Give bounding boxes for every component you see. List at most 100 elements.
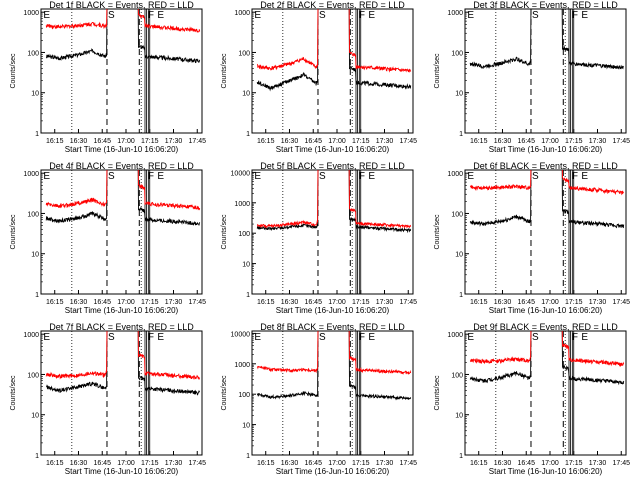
x-tick-label: 16:15: [470, 299, 488, 306]
panel-title: Det 6f BLACK = Events, RED = LLD: [473, 161, 618, 171]
y-tick-label: 10000: [231, 170, 251, 177]
lld-series-line: [256, 9, 412, 73]
series-group: [45, 170, 201, 226]
event-marker-s: S: [532, 10, 539, 21]
event-marker-f: F: [572, 10, 578, 21]
x-tick-label: 16:15: [257, 460, 275, 467]
event-marker-f: F: [148, 332, 154, 343]
series-group: [45, 331, 201, 396]
event-marker-f: F: [572, 171, 578, 182]
plot-frame: [464, 8, 627, 134]
events-series-line: [45, 331, 201, 396]
x-tick-label: 17:00: [328, 460, 346, 467]
events-series-line: [45, 170, 201, 226]
x-axis-label: Start Time (16-Jun-10 16:06:20): [276, 467, 390, 476]
x-tick-label: 17:30: [376, 460, 394, 467]
events-series-line: [256, 331, 412, 401]
y-axis-label: Counts/sec: [10, 375, 17, 411]
series-group: [45, 9, 201, 64]
x-tick-label: 17:30: [165, 460, 183, 467]
event-marker-e: E: [43, 332, 50, 343]
y-axis-label: Counts/sec: [10, 214, 17, 250]
x-tick-label: 17:45: [612, 460, 630, 467]
x-tick-label: 17:45: [399, 138, 417, 145]
x-tick-label: 16:15: [470, 138, 488, 145]
x-tick-label: 17:15: [352, 138, 370, 145]
x-tick-label: 16:30: [70, 138, 88, 145]
x-tick-label: 16:30: [70, 299, 88, 306]
x-tick-label: 17:30: [376, 138, 394, 145]
y-tick-label: 100: [238, 392, 250, 399]
x-tick-label: 17:30: [165, 138, 183, 145]
event-marker-e: E: [157, 10, 164, 21]
event-marker-e: E: [254, 332, 261, 343]
x-axis-label: Start Time (16-Jun-10 16:06:20): [65, 306, 179, 315]
x-tick-label: 16:30: [494, 138, 512, 145]
panel-title: Det 7f BLACK = Events, RED = LLD: [49, 322, 194, 332]
y-tick-label: 1000: [447, 10, 463, 17]
x-tick-label: 16:15: [46, 138, 64, 145]
detector-panel-8: Det 8f BLACK = Events, RED = LLD 1 10 100 10…: [221, 322, 417, 476]
event-marker-e: E: [467, 171, 474, 182]
event-marker-f: F: [148, 171, 154, 182]
y-tick-label: 10: [242, 423, 250, 430]
series-group: [256, 170, 412, 234]
x-tick-label: 17:45: [612, 138, 630, 145]
panel-title: Det 9f BLACK = Events, RED = LLD: [473, 322, 618, 332]
event-marker-f: F: [359, 171, 365, 182]
y-tick-label: 1: [459, 292, 463, 299]
event-marker-e: E: [581, 10, 588, 21]
plot-frame: [464, 330, 627, 456]
x-tick-label: 17:30: [165, 299, 183, 306]
y-tick-label: 100: [451, 211, 463, 218]
panel-title: Det 4f BLACK = Events, RED = LLD: [49, 161, 194, 171]
x-tick-label: 17:00: [328, 299, 346, 306]
y-tick-label: 100: [27, 372, 39, 379]
x-axis-label: Start Time (16-Jun-10 16:06:20): [489, 145, 603, 154]
detector-panel-5: Det 5f BLACK = Events, RED = LLD 1 10 100 10…: [221, 161, 417, 315]
lld-series-line: [469, 331, 625, 368]
detector-panel-9: Det 9f BLACK = Events, RED = LLD 1 10 100 10…: [434, 322, 630, 476]
y-tick-label: 1: [35, 131, 39, 138]
panel-title: Det 1f BLACK = Events, RED = LLD: [49, 0, 194, 10]
x-tick-label: 16:30: [281, 460, 299, 467]
event-marker-e: E: [43, 171, 50, 182]
x-tick-label: 17:00: [541, 138, 559, 145]
x-tick-label: 17:45: [188, 138, 206, 145]
y-axis-label: Counts/sec: [221, 214, 228, 250]
y-tick-label: 1: [35, 453, 39, 460]
y-tick-label: 1000: [447, 332, 463, 339]
panel-title: Det 5f BLACK = Events, RED = LLD: [260, 161, 405, 171]
panel-title: Det 3f BLACK = Events, RED = LLD: [473, 0, 618, 10]
y-tick-label: 1: [246, 131, 250, 138]
y-tick-label: 1000: [23, 171, 39, 178]
y-tick-label: 10: [455, 413, 463, 420]
x-tick-label: 16:30: [70, 460, 88, 467]
plot-frame: [40, 8, 203, 134]
event-marker-s: S: [108, 332, 115, 343]
x-tick-label: 16:45: [517, 460, 535, 467]
event-marker-f: F: [148, 10, 154, 21]
lld-series-line: [45, 170, 201, 211]
events-series-line: [256, 170, 412, 234]
y-tick-label: 10: [31, 413, 39, 420]
x-tick-label: 17:00: [117, 299, 135, 306]
x-axis-label: Start Time (16-Jun-10 16:06:20): [276, 306, 390, 315]
series-group: [469, 331, 625, 386]
y-tick-label: 1000: [447, 171, 463, 178]
x-tick-label: 17:00: [328, 138, 346, 145]
x-tick-label: 16:30: [494, 299, 512, 306]
y-axis-label: Counts/sec: [434, 375, 441, 411]
y-tick-label: 1000: [234, 10, 250, 17]
panel-title: Det 2f BLACK = Events, RED = LLD: [260, 0, 405, 10]
y-tick-label: 1000: [23, 10, 39, 17]
y-tick-label: 1: [459, 131, 463, 138]
x-tick-label: 17:15: [565, 299, 583, 306]
x-tick-label: 16:15: [257, 299, 275, 306]
x-tick-label: 17:45: [399, 460, 417, 467]
panel-title: Det 8f BLACK = Events, RED = LLD: [260, 322, 405, 332]
y-tick-label: 100: [451, 50, 463, 57]
x-tick-label: 17:15: [352, 460, 370, 467]
x-tick-label: 16:15: [257, 138, 275, 145]
